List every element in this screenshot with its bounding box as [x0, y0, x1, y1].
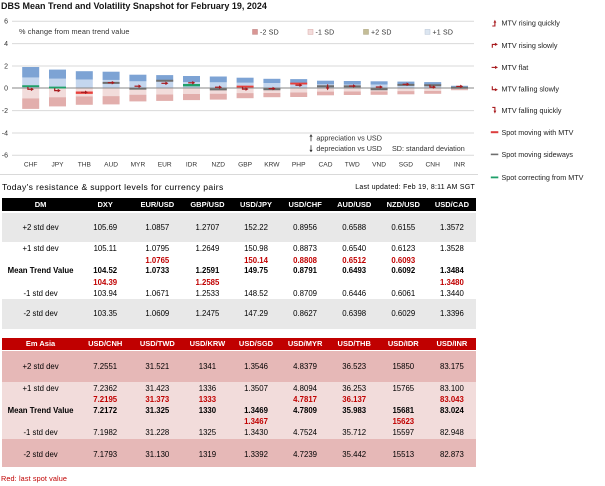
svg-text:+1 SD: +1 SD	[433, 30, 454, 37]
svg-text:MTV falling slowly: MTV falling slowly	[502, 85, 560, 94]
svg-text:NZD: NZD	[212, 162, 226, 169]
svg-text:4: 4	[4, 41, 8, 48]
svg-text:VND: VND	[372, 162, 386, 169]
svg-text:INR: INR	[454, 162, 466, 169]
svg-text:SGD: SGD	[399, 162, 414, 169]
svg-text:-4: -4	[2, 130, 8, 137]
svg-text:+2 SD: +2 SD	[371, 30, 392, 37]
svg-text:PHP: PHP	[292, 162, 306, 169]
svg-text:AUD: AUD	[104, 162, 118, 169]
svg-text:JPY: JPY	[51, 162, 64, 169]
svg-text:Spot moving with MTV: Spot moving with MTV	[502, 128, 574, 137]
svg-text:SD: standard deviation: SD: standard deviation	[392, 144, 465, 153]
svg-text:GBP: GBP	[238, 162, 253, 169]
svg-text:6: 6	[4, 19, 8, 26]
svg-text:appreciation vs USD: appreciation vs USD	[316, 134, 382, 143]
svg-text:EUR: EUR	[158, 162, 172, 169]
svg-text:MYR: MYR	[131, 162, 146, 169]
svg-text:2: 2	[4, 63, 8, 70]
svg-text:-6: -6	[2, 153, 8, 160]
svg-text:CAD: CAD	[319, 162, 333, 169]
svg-text:KRW: KRW	[264, 162, 280, 169]
svg-text:depreciation vs USD: depreciation vs USD	[316, 144, 382, 153]
svg-text:% change from mean trend value: % change from mean trend value	[19, 27, 130, 36]
svg-text:MTV rising quickly: MTV rising quickly	[502, 19, 561, 28]
svg-text:Spot correcting from MTV: Spot correcting from MTV	[502, 173, 584, 182]
svg-text:MTV flat: MTV flat	[502, 63, 529, 72]
svg-text:TWD: TWD	[345, 162, 360, 169]
svg-text:MTV rising slowly: MTV rising slowly	[502, 41, 558, 50]
svg-text:Spot moving sideways: Spot moving sideways	[502, 150, 574, 159]
svg-text:MTV falling quickly: MTV falling quickly	[502, 106, 562, 115]
svg-text:0: 0	[4, 86, 8, 93]
svg-text:IDR: IDR	[186, 162, 198, 169]
svg-text:THB: THB	[78, 162, 92, 169]
svg-text:CNH: CNH	[426, 162, 441, 169]
svg-text:-2: -2	[2, 108, 8, 115]
svg-text:-2 SD: -2 SD	[260, 30, 279, 37]
svg-text:-1 SD: -1 SD	[316, 30, 335, 37]
svg-text:CHF: CHF	[24, 162, 38, 169]
